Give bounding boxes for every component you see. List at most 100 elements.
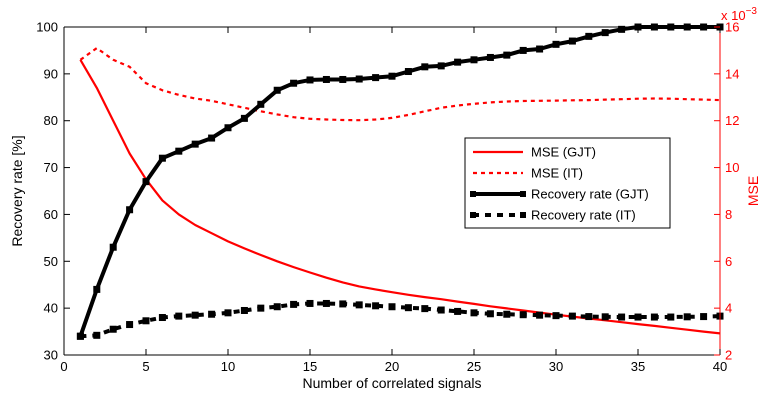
y-right-tick-label: 2 [725,348,732,363]
series-2-point [142,178,150,186]
series-3-point [454,307,462,315]
legend-label-0: MSE (GJT) [531,145,596,160]
series-3-point [683,313,691,321]
legend-label-2: Recovery rate (GJT) [531,187,649,202]
series-3-point [618,313,626,321]
series-2-point [388,72,396,80]
legend-marker [470,191,476,197]
series-2-point [158,154,166,162]
y-right-tick-label: 12 [725,113,739,128]
series-2-point [470,56,478,64]
series-3-point [503,310,511,318]
series-2-point [454,58,462,66]
series-2-point [290,79,298,87]
series-3-point [470,309,478,317]
x-tick-label: 10 [221,359,235,374]
series-2-point [536,45,544,53]
series-3-point [339,300,347,308]
x-axis-label: Number of correlated signals [303,375,482,391]
series-3-point [585,313,593,321]
series-3-point [667,313,675,321]
series-3-point [388,303,396,311]
y-left-tick-label: 70 [44,160,58,175]
series-3-point [257,304,265,312]
x-tick-label: 30 [549,359,563,374]
x-tick-label: 35 [631,359,645,374]
series-3-point [224,309,232,317]
series-3-point [536,311,544,319]
series-2-point [355,75,363,83]
series-2-point [257,100,265,108]
series-2-point [93,285,101,293]
series-line-3 [80,301,721,339]
axes-layer: 0 5 10 15 20 25 30 35 40 30 40 50 60 70 80 90 100 2 4 6 8 10 1… [9,6,761,391]
series-3-point [175,312,183,320]
series-line-0 [79,59,721,335]
series-3-point [109,325,117,333]
series-3-point [126,321,134,329]
series-3-point [76,332,84,340]
series-2-point [552,40,560,48]
series-3-point [208,310,216,318]
legend-marker [520,191,526,197]
series-2-point [437,62,445,70]
series-3-point [290,300,298,308]
legend: MSE (GJT) MSE (IT) Recovery rate (GJT) Reco… [464,137,671,229]
y-right-tick-label: 10 [725,160,739,175]
series-3-point [519,311,527,319]
series-2-point [519,46,527,54]
series-2-point [601,29,609,37]
series-3-point [404,304,412,312]
series-3-point [142,317,150,325]
y-right-tick-label: 14 [725,66,739,81]
series-3-point [552,312,560,320]
series-2-point [339,75,347,83]
series-2-point [486,53,494,61]
series-3-point [700,313,708,321]
series-3-point [93,331,101,339]
series-2-point [503,51,511,59]
series-2-point [191,140,199,148]
series-3-point [437,306,445,314]
x-tick-label: 25 [467,359,481,374]
series-2-point [126,206,134,214]
y-left-tick-label: 90 [44,66,58,81]
y-right-axis-label: MSE [745,176,761,206]
series-3-point [372,302,380,310]
series-2-point [568,37,576,45]
series-2-point [372,74,380,82]
series-2-point [421,63,429,71]
series-2-point [109,243,117,251]
series-3-point [486,310,494,318]
y-right-tick-label: 6 [725,254,732,269]
series-3-point [568,312,576,320]
y-right-exponent: x 10−3 [721,6,757,23]
y-left-tick-label: 40 [44,301,58,316]
x-tick-label: 5 [142,359,149,374]
series-3-point [421,305,429,313]
y-left-axis-label: Recovery rate [%] [9,135,25,246]
legend-label-1: MSE (IT) [531,166,583,181]
series-2-point [175,147,183,155]
series-3-point [355,301,363,309]
series-3-point [191,311,199,319]
series-2-point [322,75,330,83]
series-2-point [306,76,314,84]
series-3-point [634,313,642,321]
legend-marker [520,212,526,218]
y-left-tick-label: 60 [44,207,58,222]
y-left-tick-label: 50 [44,254,58,269]
series-2-point [585,32,593,40]
y-left-tick-label: 30 [44,348,58,363]
series-2-point [273,86,281,94]
y-right-tick-label: 16 [725,20,739,35]
series-2-point [208,134,216,142]
x-tick-label: 40 [713,359,727,374]
series-3-point [306,299,314,307]
legend-marker [470,212,476,218]
x-tick-label: 15 [303,359,317,374]
x-tick-label: 0 [60,359,67,374]
y-left-tick-label: 80 [44,113,58,128]
series-line-1 [79,46,721,122]
